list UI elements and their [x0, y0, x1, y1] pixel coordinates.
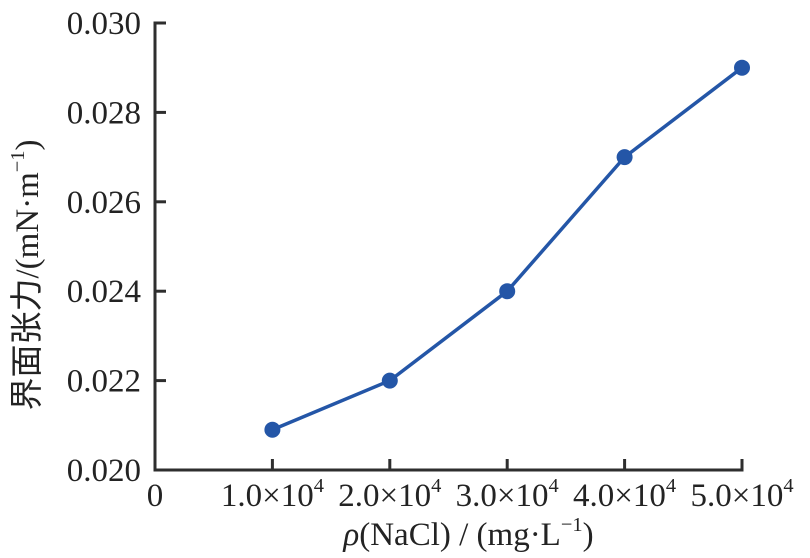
x-tick-label: 3.0×104: [456, 475, 559, 514]
plot-area: 0.020 0.022 0.024 0.026 0.028 0.030 0 1.0×104 2.…: [7, 6, 794, 553]
x-tick-label: 5.0×104: [690, 475, 793, 514]
y-tick-label: 0.028: [67, 95, 141, 131]
y-axis-title: 界面张力/(mN·m−1): [7, 139, 46, 410]
data-point: [381, 372, 398, 389]
x-axis-title: ρ(NaCl) / (mg·L−1): [342, 514, 593, 553]
data-point: [264, 421, 281, 438]
data-point: [734, 59, 750, 76]
y-tick-label: 0.024: [67, 274, 141, 310]
data-line: [270, 65, 744, 432]
y-tick-label: 0.026: [67, 185, 141, 221]
y-tick-label: 0.030: [67, 6, 141, 42]
data-point: [616, 149, 633, 166]
y-tick-label: 0.020: [67, 453, 141, 489]
data-point: [499, 283, 516, 300]
y-tick-label: 0.022: [67, 364, 141, 400]
x-tick-label: 1.0×104: [221, 475, 324, 514]
axes-frame: [153, 21, 744, 472]
x-tick-label: 4.0×104: [573, 475, 676, 514]
x-tick-label: 2.0×104: [338, 475, 441, 514]
x-tick-label: 0: [147, 478, 164, 514]
